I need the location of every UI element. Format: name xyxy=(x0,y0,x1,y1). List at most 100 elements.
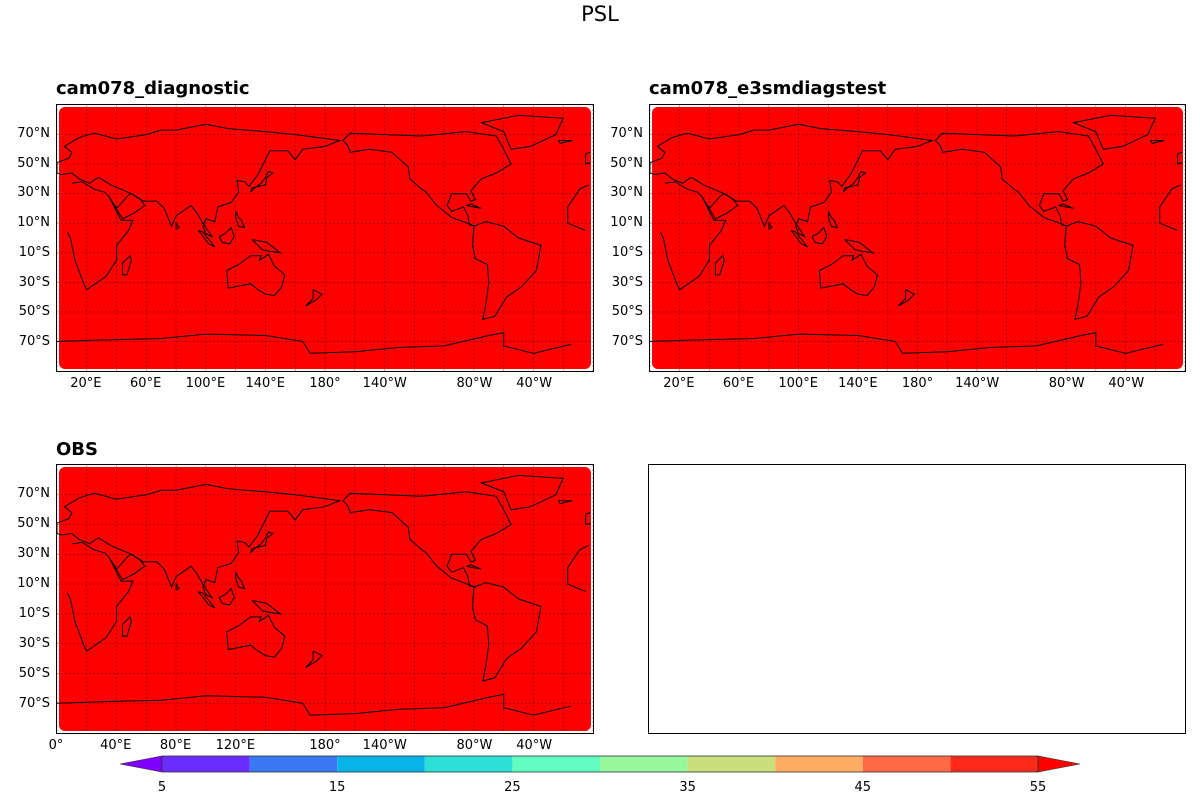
coastline xyxy=(122,254,132,276)
y-tick-label: 50°N xyxy=(610,155,643,171)
colorbar-tick-label: 25 xyxy=(504,780,521,795)
coastline xyxy=(471,582,542,682)
map-canvas-p4 xyxy=(649,465,1185,733)
coastline xyxy=(305,650,323,668)
coastline xyxy=(66,541,589,652)
x-tick-label: 40°W xyxy=(516,738,553,753)
x-tick-label: 20°E xyxy=(70,376,102,391)
y-tick-label: 30°N xyxy=(17,546,50,561)
map-panel-p1 xyxy=(56,104,594,372)
coastline xyxy=(198,230,216,248)
y-tick-label: 10°N xyxy=(610,215,643,231)
x-tick-label: 40°W xyxy=(1108,376,1145,391)
map-canvas-p2 xyxy=(650,105,1185,371)
coastline xyxy=(342,491,512,588)
x-tick-label: 40°W xyxy=(516,376,553,391)
coastline xyxy=(66,181,589,291)
y-tick-label: 50°N xyxy=(17,516,50,531)
y-tick-label: 70°N xyxy=(17,125,50,141)
y-tick-label: 30°N xyxy=(17,185,50,201)
x-tick-label: 100°E xyxy=(778,376,818,391)
y-tick-label: 70°S xyxy=(18,696,50,711)
x-tick-label: 140°E xyxy=(838,376,878,391)
y-tick-label: 50°S xyxy=(18,304,50,320)
x-tick-label: 140°W xyxy=(362,376,407,391)
x-tick-label: 60°E xyxy=(722,376,755,391)
coastline xyxy=(250,170,274,193)
colorbar-extend-over xyxy=(1037,755,1081,773)
map-canvas-p3 xyxy=(57,465,593,733)
y-tick-label: 70°S xyxy=(611,334,643,350)
coastline xyxy=(479,474,564,511)
coastline xyxy=(57,693,571,716)
colorbar-tick-label: 5 xyxy=(157,780,167,795)
y-tick-label: 10°S xyxy=(18,244,50,260)
coastline xyxy=(1058,203,1074,209)
coastline xyxy=(650,123,935,238)
coastline xyxy=(768,221,773,230)
colorbar-tick-label: 55 xyxy=(1029,780,1047,795)
map-panel-p2 xyxy=(649,104,1186,372)
colorbar-tick-label: 45 xyxy=(854,780,872,795)
coastline xyxy=(1177,151,1183,165)
coastline xyxy=(659,181,1181,291)
coastline xyxy=(934,131,1104,227)
coastline xyxy=(57,123,342,238)
coastline xyxy=(818,253,878,297)
y-tick-label: 30°S xyxy=(18,636,50,651)
coastline xyxy=(235,211,246,229)
coastline xyxy=(251,239,283,254)
coastline xyxy=(827,211,839,229)
colorbar-bin xyxy=(162,756,250,772)
colorbar-bin xyxy=(862,756,951,772)
x-tick-label: 120°E xyxy=(215,738,256,753)
x-tick-label: 140°E xyxy=(245,376,285,391)
y-tick-label: 70°N xyxy=(17,486,50,501)
colorbar-bin xyxy=(337,756,425,772)
colorbar-tick-label: 35 xyxy=(679,780,696,795)
colorbar-bin xyxy=(600,756,688,772)
figure-title: PSL xyxy=(581,2,619,26)
coastline xyxy=(714,254,725,276)
coastline xyxy=(175,582,180,591)
coastline xyxy=(235,571,246,590)
coastline xyxy=(175,221,180,230)
panel-title-p1: cam078_diagnostic xyxy=(56,78,250,99)
colorbar-outline xyxy=(161,755,1039,773)
y-tick-label: 30°N xyxy=(610,185,643,201)
coastline xyxy=(57,483,342,599)
colorbar-bin xyxy=(775,756,863,772)
coastline xyxy=(226,614,286,658)
x-tick-label: 100°E xyxy=(185,376,226,391)
coastline xyxy=(250,531,274,554)
coastline xyxy=(585,151,591,165)
y-tick-label: 50°S xyxy=(611,304,643,320)
x-tick-label: 80°W xyxy=(1048,376,1085,391)
coastline xyxy=(466,203,482,209)
coastline xyxy=(251,600,283,615)
y-tick-label: 30°S xyxy=(611,274,643,290)
x-tick-label: 140°W xyxy=(362,738,407,753)
x-tick-label: 80°W xyxy=(456,376,493,391)
y-tick-label: 70°S xyxy=(18,334,50,350)
panel-title-p3: OBS xyxy=(56,439,98,460)
coastline xyxy=(471,221,542,320)
map-panel-p3 xyxy=(56,464,594,734)
coastline xyxy=(1064,221,1134,320)
coastline xyxy=(558,140,573,144)
y-tick-label: 10°S xyxy=(611,244,643,260)
x-tick-label: 0° xyxy=(48,738,64,753)
y-tick-label: 30°S xyxy=(18,274,50,290)
empty-panel-p4 xyxy=(648,464,1186,734)
x-tick-label: 140°W xyxy=(955,376,1000,391)
x-tick-label: 40°E xyxy=(100,738,132,753)
coastline xyxy=(479,114,564,150)
coastline xyxy=(122,615,132,637)
coastline xyxy=(57,331,571,354)
coastline xyxy=(558,500,573,505)
y-tick-label: 70°N xyxy=(610,125,643,141)
map-canvas-p1 xyxy=(57,105,593,371)
coastline xyxy=(226,253,286,297)
colorbar-bin xyxy=(249,756,338,772)
coastline xyxy=(1071,114,1157,150)
